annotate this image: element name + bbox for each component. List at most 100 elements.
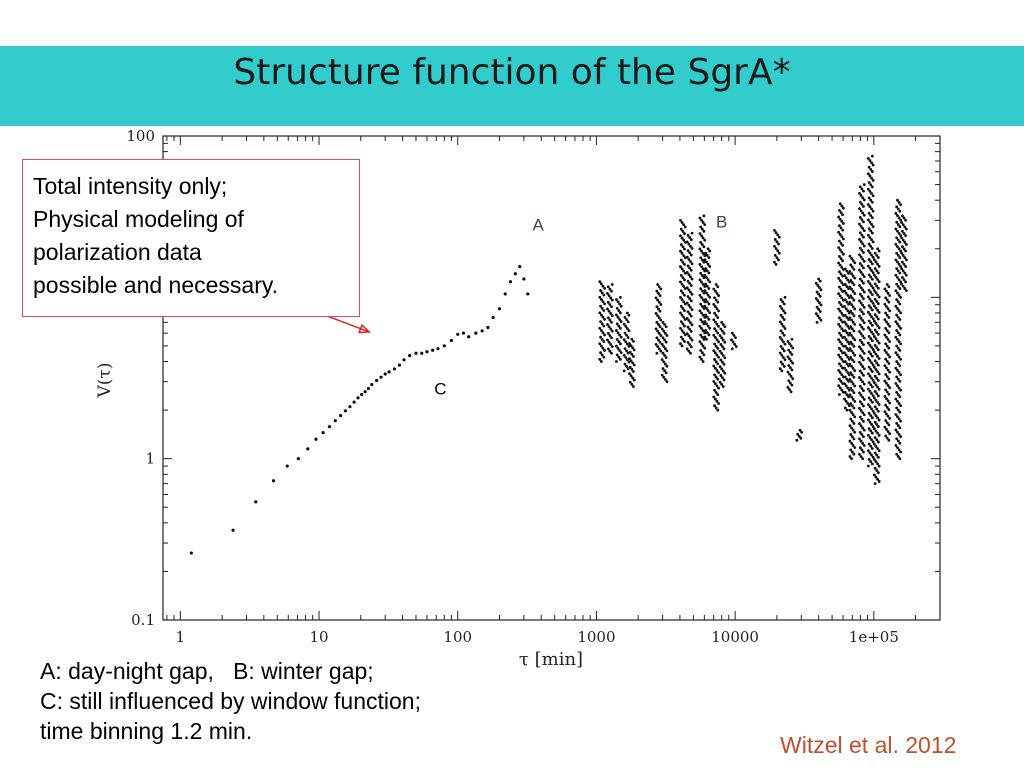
data-point xyxy=(679,304,683,308)
data-point xyxy=(858,216,862,219)
data-point xyxy=(876,379,880,382)
data-point xyxy=(603,333,606,337)
data-point xyxy=(839,241,843,245)
data-point xyxy=(717,371,720,375)
data-point xyxy=(888,432,892,436)
data-point xyxy=(898,395,902,399)
data-point xyxy=(883,410,887,414)
data-point xyxy=(702,291,706,295)
data-point xyxy=(861,303,865,307)
data-point xyxy=(849,278,853,282)
data-point xyxy=(850,411,853,414)
data-point xyxy=(848,393,852,397)
data-point xyxy=(840,311,844,315)
data-point xyxy=(790,337,794,341)
data-point xyxy=(374,378,379,383)
data-point xyxy=(703,331,707,335)
data-point xyxy=(900,221,903,224)
data-cluster xyxy=(837,202,845,396)
data-point xyxy=(884,388,888,392)
data-point xyxy=(626,367,630,371)
data-point xyxy=(700,320,704,324)
data-point xyxy=(663,369,666,373)
data-point xyxy=(871,240,875,244)
data-point xyxy=(874,475,878,479)
data-point xyxy=(708,311,712,315)
data-point xyxy=(688,312,692,316)
data-point xyxy=(843,289,846,293)
data-point xyxy=(862,183,866,186)
data-point xyxy=(839,349,843,353)
data-point xyxy=(900,214,904,218)
data-point xyxy=(870,392,873,395)
data-point xyxy=(842,237,845,241)
data-point xyxy=(850,457,853,461)
data-point xyxy=(598,357,602,361)
data-point xyxy=(884,403,888,407)
data-point xyxy=(899,388,903,392)
data-point xyxy=(787,379,791,383)
data-point xyxy=(689,306,692,309)
data-point xyxy=(839,226,843,230)
data-point xyxy=(712,395,716,399)
data-point xyxy=(850,311,854,315)
data-point xyxy=(786,385,790,389)
data-point xyxy=(869,229,873,233)
data-point xyxy=(845,331,849,335)
data-point xyxy=(837,215,841,219)
data-point xyxy=(839,287,843,291)
data-point xyxy=(839,211,843,214)
data-point xyxy=(883,333,887,337)
data-point xyxy=(885,305,888,308)
data-point xyxy=(781,362,785,366)
caption-line: A: day-night gap, B: winter gap; xyxy=(40,658,374,684)
data-point xyxy=(840,235,844,239)
data-point xyxy=(657,300,661,304)
data-point xyxy=(849,356,853,359)
data-point xyxy=(780,307,784,310)
data-point xyxy=(789,344,793,348)
data-point xyxy=(734,345,738,348)
data-point xyxy=(610,351,613,355)
data-point xyxy=(876,370,879,374)
data-point xyxy=(870,231,874,235)
data-point xyxy=(845,300,849,304)
data-point xyxy=(896,331,900,335)
data-cluster xyxy=(703,247,712,341)
data-point xyxy=(870,323,874,327)
data-point xyxy=(819,288,823,292)
data-point xyxy=(869,321,873,325)
data-point xyxy=(816,284,820,287)
data-point xyxy=(781,347,785,351)
data-point xyxy=(731,340,735,344)
data-point xyxy=(343,409,348,413)
data-point xyxy=(625,318,628,322)
data-point xyxy=(896,455,900,458)
data-cluster xyxy=(660,320,669,384)
data-point xyxy=(723,371,727,375)
data-point xyxy=(682,223,686,227)
data-point xyxy=(894,258,898,262)
data-point xyxy=(862,382,866,386)
data-point xyxy=(861,319,865,322)
data-point xyxy=(777,258,780,262)
data-point xyxy=(871,194,875,198)
data-point xyxy=(619,320,623,324)
data-point xyxy=(701,282,705,286)
data-point xyxy=(845,316,849,319)
data-point xyxy=(840,327,844,331)
data-point xyxy=(626,320,630,324)
data-point xyxy=(782,340,785,344)
data-point xyxy=(871,394,875,398)
data-point xyxy=(705,331,709,335)
data-point xyxy=(899,234,903,237)
data-point xyxy=(837,322,841,326)
data-point xyxy=(779,329,783,333)
data-point xyxy=(703,258,707,262)
data-point xyxy=(397,363,402,367)
data-point xyxy=(850,358,854,362)
data-point xyxy=(849,417,853,421)
data-point xyxy=(474,331,478,335)
data-point xyxy=(664,340,668,344)
data-point xyxy=(862,413,866,417)
